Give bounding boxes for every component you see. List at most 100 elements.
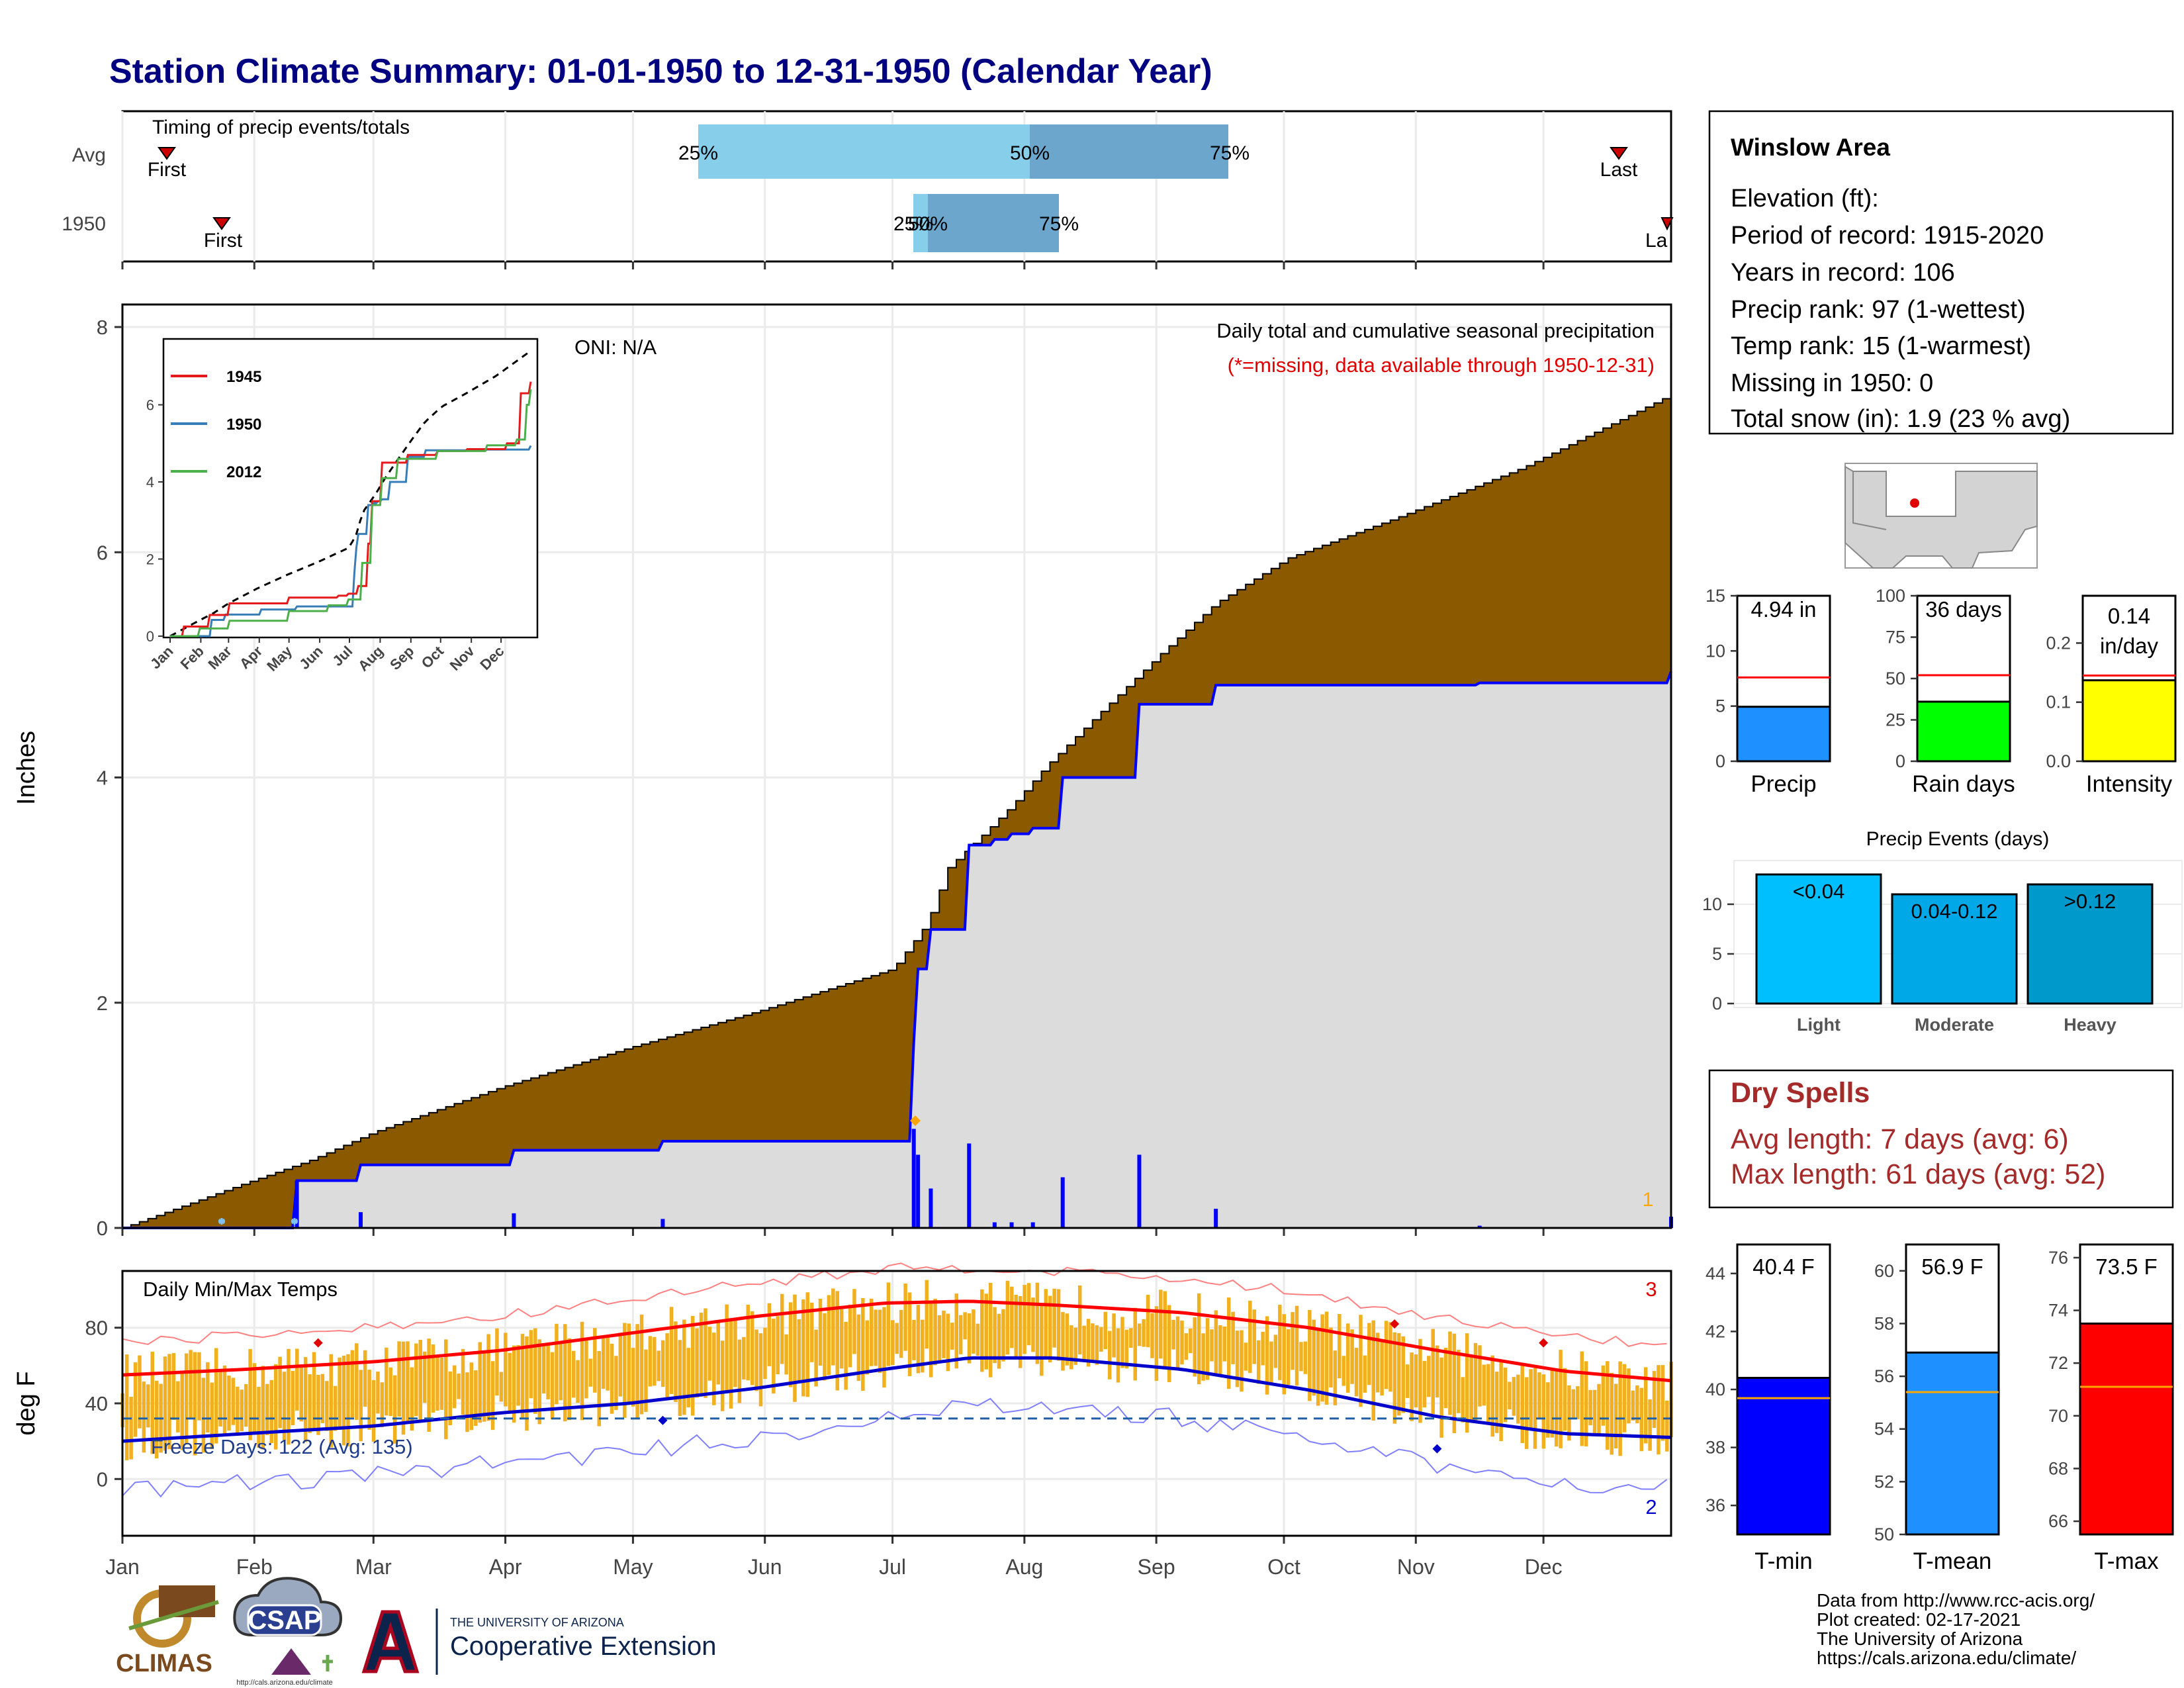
daily-temp-bar (1388, 1322, 1392, 1392)
daily-temp-bar (295, 1348, 299, 1411)
daily-temp-bar (1461, 1377, 1465, 1423)
daily-temp-bar (474, 1370, 478, 1427)
daily-temp-bar (1359, 1315, 1363, 1407)
temp-bar-tick-label: 52 (1874, 1472, 1894, 1491)
daily-temp-bar (414, 1343, 418, 1417)
record-low-marker-icon (1432, 1444, 1442, 1454)
svg-text:Cooperative Extension: Cooperative Extension (450, 1632, 716, 1661)
dry-spells-box: Dry Spells Avg length: 7 days (avg: 6) M… (1708, 1069, 2174, 1209)
daily-temp-bar (227, 1376, 231, 1431)
daily-temp-bar (767, 1303, 772, 1366)
events-tick-label: 0 (1712, 994, 1722, 1013)
daily-temp-bar (291, 1370, 295, 1426)
timing-row-year: 1950 (62, 213, 106, 235)
daily-temp-bar (1133, 1307, 1137, 1381)
daily-temp-bar (1137, 1323, 1142, 1346)
temp-bar-tick-label: 70 (2048, 1406, 2068, 1426)
daily-temp-bar (1375, 1333, 1380, 1393)
daily-temp-bar (967, 1313, 972, 1364)
avg-p50-label: 50% (1010, 142, 1050, 164)
temp-bar-name: T-min (1754, 1548, 1813, 1574)
daily-temp-bar (623, 1323, 627, 1418)
temp-panel: Daily Min/Max Temps Freeze Days: 122 (Av… (13, 1262, 1673, 1579)
daily-temp-bar (495, 1328, 499, 1396)
daily-temp-bar (222, 1365, 227, 1435)
daily-temp-bar (912, 1319, 916, 1360)
daily-temp-bar (1167, 1305, 1171, 1382)
mini-bar-value-unit: in/day (2100, 633, 2159, 658)
daily-temp-bar (218, 1369, 222, 1427)
temp-bar-value-label: 73.5 F (2095, 1254, 2158, 1279)
daily-temp-bar (988, 1283, 993, 1378)
month-label: Jul (879, 1555, 906, 1579)
daily-temp-bar (457, 1374, 461, 1399)
daily-temp-bar (1291, 1312, 1295, 1370)
daily-temp-bar (1508, 1382, 1512, 1409)
daily-temp-bar (758, 1333, 763, 1407)
events-bar-label: 0.04-0.12 (1911, 900, 1998, 923)
daily-temp-bar (138, 1355, 142, 1429)
daily-temp-bar (809, 1302, 814, 1362)
temp-ytick-label: 40 (85, 1392, 108, 1415)
daily-temp-bar (1533, 1368, 1537, 1449)
daily-temp-bar (818, 1298, 823, 1366)
climas-logo: CLIMAS (116, 1585, 219, 1677)
daily-temp-bar (320, 1374, 325, 1423)
page-title: Station Climate Summary: 01-01-1950 to 1… (109, 52, 1212, 91)
daily-precip-bar (295, 1180, 299, 1228)
daily-temp-bar (763, 1327, 767, 1380)
daily-temp-bar (206, 1362, 210, 1433)
info-temp-rank: Temp rank: 15 (1-warmest) (1731, 332, 2031, 360)
daily-temp-bar (1035, 1282, 1040, 1364)
daily-temp-bar (478, 1342, 482, 1423)
year-p25-label: 25% (893, 213, 933, 235)
daily-temp-bar (1345, 1323, 1350, 1393)
daily-temp-bar (1112, 1313, 1116, 1358)
avg-last-marker-icon (1610, 147, 1628, 160)
daily-temp-bar (916, 1305, 921, 1374)
mini-bar-tick-label: 0.0 (2046, 751, 2071, 771)
daily-temp-bar (1465, 1333, 1469, 1433)
daily-temp-bar (1486, 1364, 1490, 1425)
month-label: Nov (1397, 1555, 1435, 1579)
temp-bar-fill (1736, 1376, 1831, 1536)
locator-map (1844, 463, 2038, 569)
daily-temp-bar (1214, 1310, 1218, 1374)
daily-temp-bar (376, 1371, 380, 1414)
daily-temp-bar (1622, 1364, 1627, 1432)
daily-temp-bar (848, 1304, 852, 1368)
daily-temp-bar (287, 1348, 291, 1445)
month-label: Apr (489, 1555, 522, 1579)
daily-temp-bar (1601, 1365, 1606, 1426)
daily-temp-bar (729, 1318, 733, 1409)
daily-temp-bar (1065, 1313, 1069, 1366)
university-of-arizona-logo: THE UNIVERSITY OF ARIZONA Cooperative Ex… (361, 1609, 716, 1675)
daily-temp-bar (788, 1302, 793, 1387)
precip-subtitle: Daily total and cumulative seasonal prec… (1216, 319, 1655, 342)
daily-precip-bar (1060, 1177, 1065, 1228)
inset-legend-label: 1945 (226, 368, 261, 386)
events-category-label: Heavy (2064, 1015, 2116, 1035)
daily-temp-bar (1652, 1371, 1657, 1429)
daily-temp-bar (682, 1319, 686, 1415)
daily-temp-bar (746, 1304, 750, 1381)
daily-temp-bar (448, 1371, 452, 1426)
daily-temp-bar (580, 1321, 584, 1421)
avg-p75-label: 75% (1210, 142, 1250, 164)
daily-temp-bar (282, 1372, 287, 1440)
avg-p25-label: 25% (678, 142, 718, 164)
daily-temp-bar (704, 1308, 707, 1398)
daily-temp-bar (1073, 1327, 1077, 1365)
daily-temp-bar (614, 1356, 618, 1411)
daily-temp-bar (397, 1341, 401, 1417)
temp-bar-tick-label: 76 (2048, 1248, 2068, 1268)
daily-temp-bar (648, 1336, 653, 1387)
year-first-label: First (204, 230, 243, 252)
daily-temp-bar (1286, 1329, 1291, 1385)
inset-ytick-label: 4 (146, 474, 154, 491)
daily-temp-bar (512, 1345, 516, 1423)
daily-temp-bar (1010, 1286, 1014, 1348)
daily-temp-bar (1154, 1306, 1159, 1382)
daily-temp-bar (588, 1358, 593, 1387)
mini-bar-tick-label: 50 (1886, 669, 1905, 688)
